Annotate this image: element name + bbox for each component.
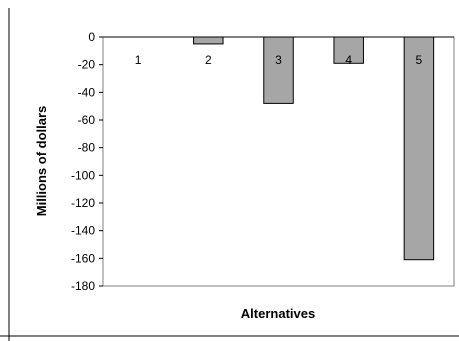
y-tick-label: -180: [71, 279, 95, 293]
y-tick-label: -80: [78, 141, 96, 155]
category-label-1: 1: [135, 53, 142, 67]
category-label-5: 5: [416, 53, 423, 67]
y-tick-label: 0: [88, 30, 95, 44]
category-label-3: 3: [275, 53, 282, 67]
bar-4: [333, 36, 364, 64]
y-tick-label: -60: [78, 113, 96, 127]
y-tick-label: -20: [78, 58, 96, 72]
plot-area: 0 -20 -40 -60 -80 -100 -120 -140 -160 -180 1 2 3 4 5: [71, 30, 455, 293]
category-label-2: 2: [205, 53, 212, 67]
y-tick-label: -100: [71, 168, 95, 182]
bar-5: [403, 36, 435, 261]
y-tick-label: -40: [78, 85, 96, 99]
y-axis-title: Millions of dollars: [34, 106, 49, 217]
y-tick-label: -140: [71, 224, 95, 238]
bars: [193, 36, 435, 261]
y-axis: 0 -20 -40 -60 -80 -100 -120 -140 -160 -180: [71, 30, 454, 293]
y-tick-label: -120: [71, 196, 95, 210]
bar-3: [263, 36, 294, 104]
x-axis-title: Alternatives: [241, 306, 315, 321]
bar-2: [193, 36, 224, 45]
category-label-4: 4: [345, 53, 352, 67]
y-tick-label: -160: [71, 251, 95, 265]
category-labels: 1 2 3 4 5: [135, 53, 423, 67]
